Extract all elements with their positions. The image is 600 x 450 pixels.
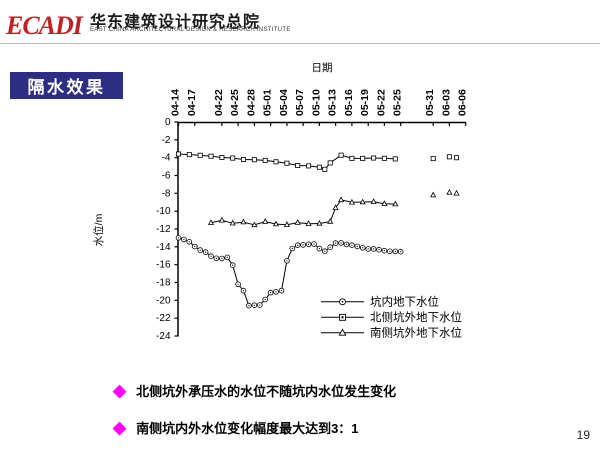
svg-text:-8: -8 [162, 188, 171, 199]
svg-text:北侧坑外地下水位: 北侧坑外地下水位 [370, 310, 462, 324]
svg-text:06-06: 06-06 [457, 89, 469, 116]
svg-text:04-22: 04-22 [213, 89, 225, 116]
svg-text:-4: -4 [162, 153, 171, 164]
svg-text:-10: -10 [156, 206, 171, 217]
svg-text:05-22: 05-22 [375, 89, 387, 116]
svg-text:05-04: 05-04 [278, 89, 290, 116]
svg-text:-20: -20 [156, 295, 171, 306]
svg-text:05-13: 05-13 [327, 89, 339, 116]
svg-text:-24: -24 [156, 331, 171, 342]
svg-text:0: 0 [165, 117, 171, 128]
svg-text:04-25: 04-25 [229, 89, 241, 116]
svg-text:05-07: 05-07 [294, 89, 306, 116]
svg-text:04-17: 04-17 [186, 89, 198, 116]
svg-text:-16: -16 [156, 260, 171, 271]
svg-text:-6: -6 [162, 171, 171, 182]
svg-text:05-16: 05-16 [343, 89, 355, 116]
svg-text:05-10: 05-10 [310, 89, 322, 116]
svg-text:05-19: 05-19 [359, 89, 371, 116]
svg-text:05-01: 05-01 [262, 89, 274, 116]
svg-text:04-28: 04-28 [245, 89, 257, 116]
svg-text:南侧坑外地下水位: 南侧坑外地下水位 [370, 326, 462, 340]
svg-text:-14: -14 [156, 242, 171, 253]
svg-text:-12: -12 [156, 224, 171, 235]
svg-text:05-25: 05-25 [392, 89, 404, 116]
svg-text:-2: -2 [162, 135, 171, 146]
svg-text:-22: -22 [156, 313, 171, 324]
svg-text:坑内地下水位: 坑内地下水位 [370, 295, 439, 309]
svg-text:06-03: 06-03 [440, 89, 452, 116]
svg-text:04-14: 04-14 [170, 89, 182, 116]
svg-text:05-31: 05-31 [424, 89, 436, 116]
svg-text:日期: 日期 [312, 62, 333, 74]
svg-text:水位/m: 水位/m [92, 213, 105, 246]
svg-text:-18: -18 [156, 278, 171, 289]
